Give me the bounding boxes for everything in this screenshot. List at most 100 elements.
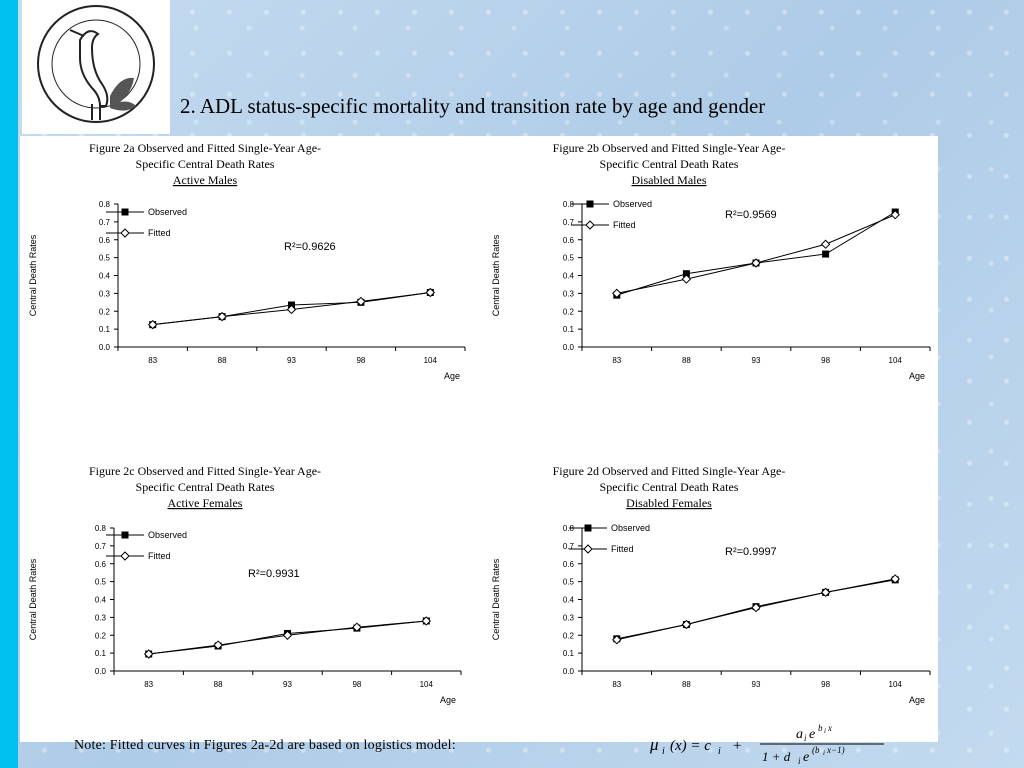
- svg-text:(x) = c: (x) = c: [670, 738, 711, 754]
- legend-marker-fitted: [120, 551, 130, 561]
- y-tick-label: 0.4: [95, 596, 107, 605]
- svg-text:x: x: [827, 723, 832, 733]
- y-tick-label: 0.6: [99, 236, 111, 245]
- y-tick-label: 0.0: [99, 343, 111, 352]
- y-tick-label: 0.1: [563, 325, 575, 334]
- x-tick-label: 104: [424, 356, 438, 365]
- svg-text:e: e: [809, 727, 815, 742]
- y-tick-label: 0.5: [99, 254, 111, 263]
- page-title: 2. ADL status-specific mortality and tra…: [180, 94, 766, 118]
- y-tick-label: 0.1: [563, 649, 575, 658]
- note-text: Note: Fitted curves in Figures 2a-2d are…: [74, 738, 456, 753]
- y-tick-label: 0.2: [563, 307, 575, 316]
- y-tick-label: 0.8: [95, 524, 107, 533]
- observed-point: [682, 270, 690, 278]
- y-tick-label: 0.3: [563, 289, 575, 298]
- legend-marker-observed: [584, 524, 592, 532]
- x-axis-title: Age: [909, 371, 925, 381]
- x-tick-label: 104: [889, 356, 903, 365]
- y-tick-label: 0.8: [99, 200, 111, 209]
- y-tick-label: 0.0: [563, 667, 575, 676]
- y-tick-label: 0.7: [99, 218, 111, 227]
- y-tick-label: 0.7: [95, 542, 107, 551]
- fitted-point: [612, 288, 622, 299]
- svg-text:x−1): x−1): [826, 745, 845, 755]
- svg-text:b: b: [818, 723, 823, 733]
- legend-label: Observed: [611, 523, 650, 533]
- legend-label: Observed: [613, 199, 652, 209]
- svg-text:i: i: [824, 727, 826, 735]
- fitted-point: [681, 274, 692, 284]
- series-line-observed: [616, 211, 896, 296]
- svg-text:i: i: [662, 746, 665, 757]
- y-tick-label: 0.0: [563, 343, 575, 352]
- r-squared-annotation: R²=0.9997: [725, 546, 777, 558]
- figure-panel: Figure 2a Observed and Fitted Single-Yea…: [20, 136, 938, 742]
- caption-line-3: Disabled Males: [632, 173, 707, 187]
- caption-line-1: Figure 2c Observed and Fitted Single-Yea…: [89, 464, 321, 478]
- svg-text:(b: (b: [812, 745, 820, 755]
- fitted-point: [286, 304, 297, 315]
- x-tick-label: 93: [283, 680, 292, 689]
- caption-line-3: Active Males: [173, 173, 238, 187]
- legend-marker-observed: [121, 531, 129, 539]
- y-tick-label: 0.5: [563, 578, 575, 587]
- y-axis-title: Central Death Rates: [491, 234, 501, 316]
- caption-line-1: Figure 2a Observed and Fitted Single-Yea…: [89, 141, 321, 155]
- caption-line-2: Specific Central Death Rates: [600, 480, 739, 494]
- y-tick-label: 0.7: [563, 218, 575, 227]
- y-tick-label: 0.6: [95, 560, 107, 569]
- caption-line-3: Active Females: [168, 496, 243, 510]
- y-tick-label: 0.2: [95, 631, 107, 640]
- fitted-point: [890, 210, 900, 220]
- y-axis-title: Central Death Rates: [28, 558, 38, 640]
- x-axis-title: Age: [440, 695, 456, 705]
- y-tick-label: 0.2: [99, 307, 111, 316]
- fitted-point: [890, 574, 900, 584]
- svg-text:i: i: [804, 733, 807, 743]
- r-squared-annotation: R²=0.9931: [248, 568, 300, 580]
- chart-2a: Figure 2a Observed and Fitted Single-Yea…: [28, 141, 466, 381]
- fitted-point: [820, 239, 831, 249]
- observed-point: [822, 250, 830, 258]
- fitted-point: [356, 296, 366, 307]
- fitted-point: [751, 258, 761, 268]
- x-tick-label: 88: [214, 680, 223, 689]
- y-tick-label: 0.4: [563, 596, 575, 605]
- x-tick-label: 83: [612, 356, 621, 365]
- y-tick-label: 0.4: [99, 272, 111, 281]
- y-tick-label: 0.8: [563, 200, 575, 209]
- logistic-formula: μ i (x) = c i + a i e b i x 1 + d i e (b…: [649, 723, 884, 766]
- svg-text:+: +: [732, 738, 742, 754]
- y-tick-label: 0.2: [563, 631, 575, 640]
- svg-text:i: i: [718, 746, 721, 757]
- caption-line-1: Figure 2d Observed and Fitted Single-Yea…: [553, 464, 786, 478]
- x-tick-label: 104: [889, 680, 903, 689]
- fitted-point: [143, 649, 154, 659]
- fitted-point: [425, 287, 436, 298]
- x-tick-label: 98: [352, 680, 361, 689]
- x-tick-label: 88: [218, 356, 227, 365]
- x-tick-label: 93: [287, 356, 296, 365]
- x-tick-label: 83: [612, 680, 621, 689]
- legend-label: Fitted: [611, 544, 634, 554]
- x-tick-label: 83: [148, 356, 157, 365]
- fitted-point: [352, 622, 362, 632]
- chart-2b: Figure 2b Observed and Fitted Single-Yea…: [491, 141, 931, 381]
- fitted-point: [217, 311, 227, 322]
- series-line-fitted: [616, 214, 896, 294]
- y-tick-label: 0.3: [563, 613, 575, 622]
- logo: [22, 0, 170, 134]
- y-tick-label: 0.3: [99, 289, 111, 298]
- x-tick-label: 88: [682, 680, 691, 689]
- svg-text:i: i: [798, 756, 801, 766]
- y-tick-label: 0.6: [563, 236, 575, 245]
- legend-label: Fitted: [613, 220, 636, 230]
- svg-text:1 + d: 1 + d: [762, 749, 791, 764]
- x-tick-label: 88: [682, 356, 691, 365]
- fitted-point: [612, 635, 622, 645]
- fitted-point: [282, 630, 293, 640]
- legend-label: Fitted: [148, 228, 171, 238]
- fitted-point: [421, 616, 432, 626]
- y-tick-label: 0.5: [95, 578, 107, 587]
